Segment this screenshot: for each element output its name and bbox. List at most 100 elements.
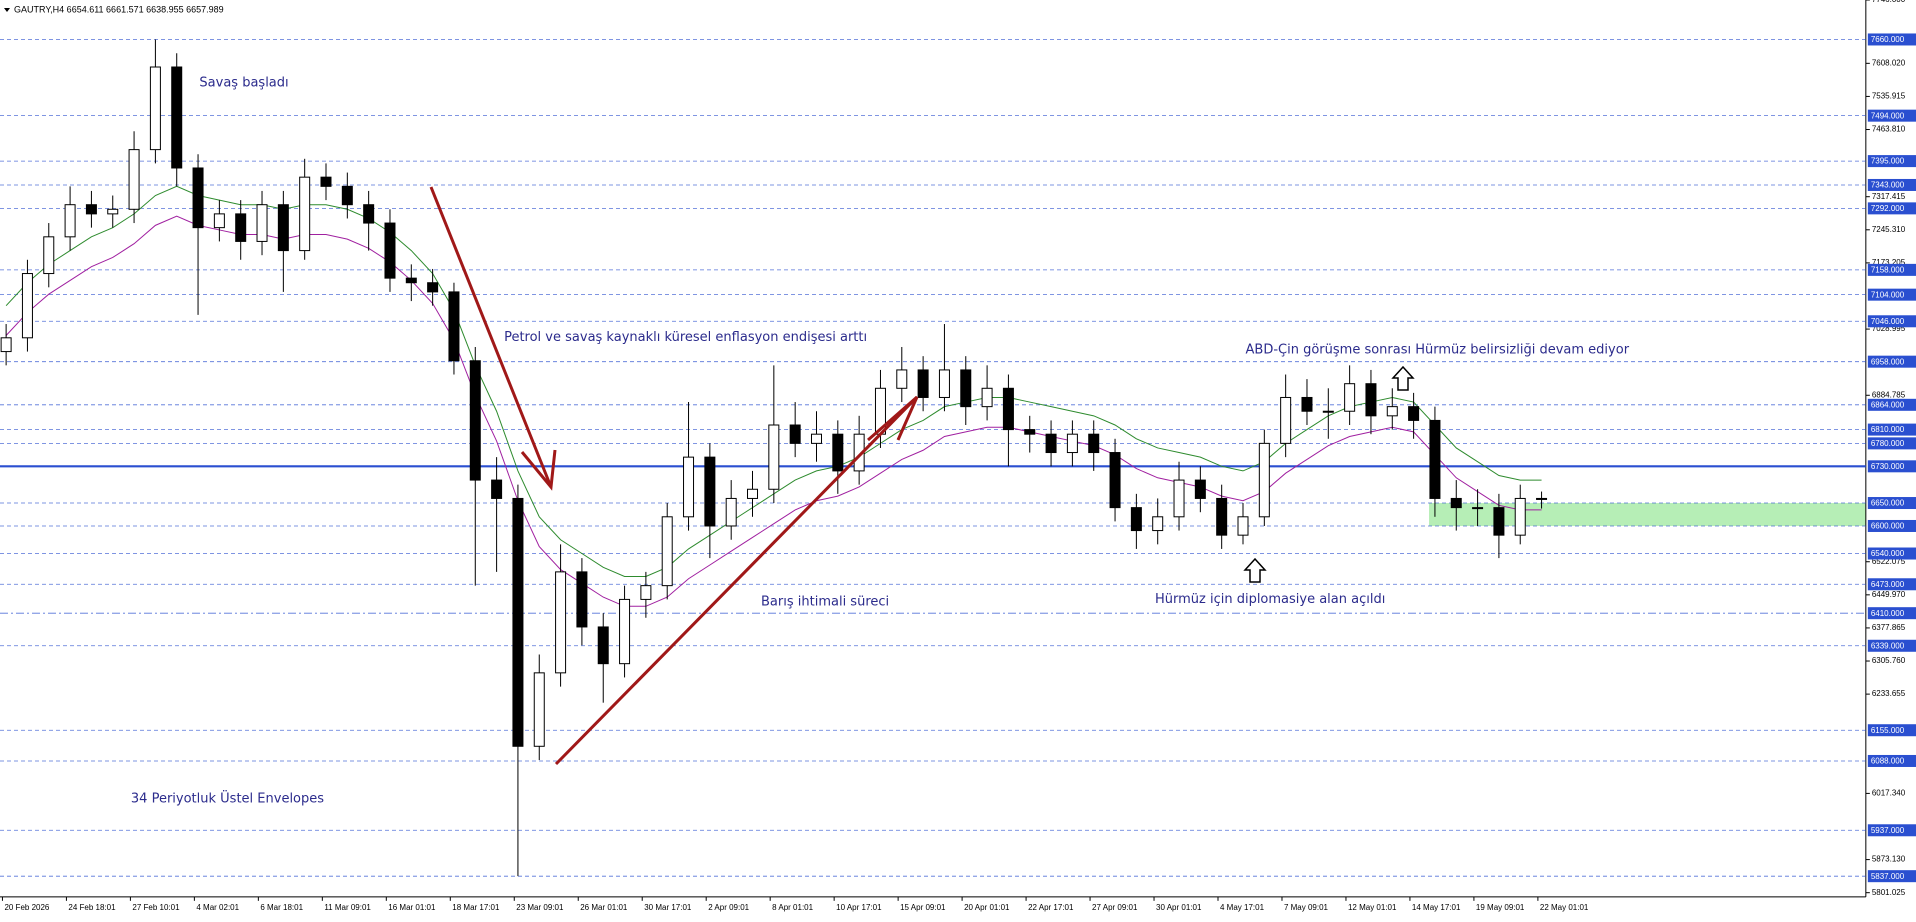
candle-body xyxy=(192,167,204,229)
level-label: 6864.000 xyxy=(1871,400,1905,409)
candle-body xyxy=(107,208,119,215)
candle-body xyxy=(1109,452,1121,509)
y-tick-label: 7608.020 xyxy=(1872,58,1906,67)
level-label: 7343.000 xyxy=(1871,181,1905,190)
candle-body xyxy=(320,176,332,187)
candle-body xyxy=(448,291,460,362)
candle-body xyxy=(810,433,822,444)
candle-body xyxy=(704,456,716,527)
x-tick-label: 14 May 17:01 xyxy=(1412,903,1461,912)
candle-body xyxy=(171,66,183,169)
candle-body xyxy=(363,204,375,224)
y-tick-label: 7535.915 xyxy=(1872,92,1906,101)
candle-body xyxy=(1408,406,1420,421)
candle-body xyxy=(213,213,225,229)
level-label: 5937.000 xyxy=(1871,826,1905,835)
y-tick-label: 7463.810 xyxy=(1872,125,1906,134)
level-label-box xyxy=(1867,355,1916,368)
candle-body xyxy=(64,204,76,238)
candle-body xyxy=(1450,497,1462,509)
candle-body xyxy=(405,277,417,284)
candle-body xyxy=(1493,507,1505,536)
level-label: 7046.000 xyxy=(1871,317,1905,326)
level-label: 6473.000 xyxy=(1871,580,1905,589)
x-tick-label: 7 May 09:01 xyxy=(1284,903,1329,912)
level-label-box xyxy=(1867,178,1916,191)
candle-body xyxy=(299,176,311,252)
x-tick-label: 22 Apr 17:01 xyxy=(1028,903,1074,912)
y-tick-label: 7245.310 xyxy=(1872,225,1906,234)
level-label: 6650.000 xyxy=(1871,499,1905,508)
candle-body xyxy=(0,337,12,353)
level-label: 6600.000 xyxy=(1871,522,1905,531)
candle-body xyxy=(1301,396,1313,412)
candle-body xyxy=(768,424,780,490)
x-tick-label: 23 Mar 09:01 xyxy=(516,903,564,912)
level-label: 6088.000 xyxy=(1871,757,1905,766)
candle-body xyxy=(1386,406,1398,417)
candle-body xyxy=(597,626,609,665)
arrow-head xyxy=(520,449,557,491)
x-tick-label: 27 Apr 09:01 xyxy=(1092,903,1138,912)
candle-body xyxy=(43,236,55,275)
level-label-box xyxy=(1867,460,1916,473)
level-label-box xyxy=(1867,578,1916,591)
level-label: 6155.000 xyxy=(1871,726,1905,735)
candle-body xyxy=(1429,419,1441,499)
x-tick-label: 19 May 09:01 xyxy=(1476,903,1525,912)
level-label-box xyxy=(1867,155,1916,168)
candle-body xyxy=(981,387,993,408)
level-label: 6540.000 xyxy=(1871,549,1905,558)
level-label: 6339.000 xyxy=(1871,641,1905,650)
x-tick-label: 22 May 01:01 xyxy=(1540,903,1589,912)
candle-body xyxy=(1258,442,1270,518)
candle-body xyxy=(789,424,801,444)
x-tick-label: 11 Mar 09:01 xyxy=(324,903,371,912)
level-label-box xyxy=(1867,437,1916,450)
level-label: 7660.000 xyxy=(1871,35,1905,44)
level-label-box xyxy=(1867,547,1916,560)
y-tick-label: 6884.785 xyxy=(1872,390,1906,399)
x-tick-label: 6 Mar 18:01 xyxy=(260,903,303,912)
annotation: Barış ihtimali süreci xyxy=(761,594,889,609)
candle-body xyxy=(640,585,652,600)
candle-body xyxy=(1344,383,1356,412)
candle-body xyxy=(725,497,737,527)
annotation: Savaş başladı xyxy=(199,76,288,91)
y-tick-label: 6377.865 xyxy=(1872,623,1906,632)
annotation: Petrol ve savaş kaynaklı küresel enflasy… xyxy=(504,330,867,345)
candle-body xyxy=(277,204,289,252)
candle-body xyxy=(85,204,97,215)
x-tick-label: 8 Apr 01:01 xyxy=(772,903,813,912)
candle-body xyxy=(896,369,908,389)
level-label: 6958.000 xyxy=(1871,357,1905,366)
level-label: 6810.000 xyxy=(1871,425,1905,434)
level-label-box xyxy=(1867,398,1916,411)
level-label: 7158.000 xyxy=(1871,265,1905,274)
candle-body xyxy=(1365,383,1377,417)
up-arrows xyxy=(1243,365,1415,583)
level-label: 5837.000 xyxy=(1871,872,1905,881)
candle-body xyxy=(256,204,268,242)
x-tick-label: 30 Mar 17:01 xyxy=(644,903,692,912)
candle-body xyxy=(960,369,972,408)
chart-title: GAUTRY,H4 6654.611 6661.571 6638.955 665… xyxy=(14,4,224,14)
candle-body xyxy=(21,273,33,339)
level-label-box xyxy=(1867,519,1916,532)
level-label: 7292.000 xyxy=(1871,204,1905,213)
x-tick-label: 20 Apr 01:01 xyxy=(964,903,1010,912)
x-tick-label: 27 Feb 10:01 xyxy=(132,903,180,912)
menu-triangle xyxy=(4,8,10,12)
level-label-box xyxy=(1867,724,1916,737)
candle-body xyxy=(1194,479,1206,499)
level-label-box xyxy=(1867,33,1916,46)
level-label: 6780.000 xyxy=(1871,439,1905,448)
y-tick-label: 5801.025 xyxy=(1872,888,1906,897)
y-tick-label: 6305.760 xyxy=(1872,656,1906,665)
annotation: Hürmüz için diplomasiye alan açıldı xyxy=(1155,592,1385,607)
level-label-box xyxy=(1867,288,1916,301)
candle-body xyxy=(1216,497,1228,536)
arrows xyxy=(429,186,919,766)
candle-body xyxy=(491,479,503,499)
